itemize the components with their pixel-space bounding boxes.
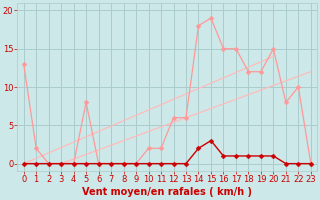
X-axis label: Vent moyen/en rafales ( km/h ): Vent moyen/en rafales ( km/h ) <box>82 187 252 197</box>
